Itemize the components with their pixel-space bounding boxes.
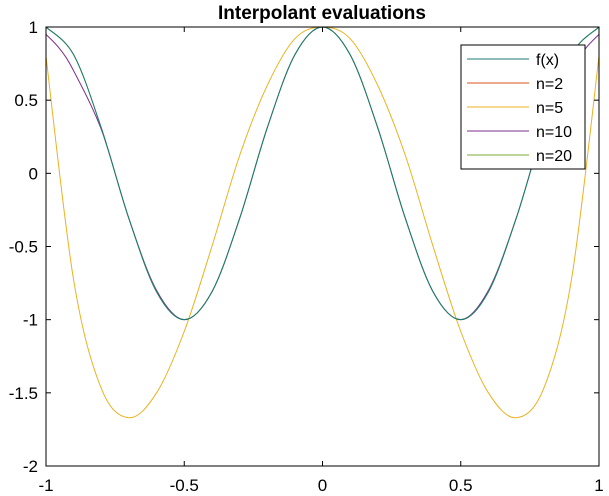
y-tick-label: 1 [29, 18, 38, 37]
x-tick-label: 1 [594, 476, 603, 495]
x-tick-label: -1 [38, 476, 53, 495]
y-tick-label: -1.5 [9, 384, 38, 403]
legend-entry: n=20 [536, 148, 572, 165]
y-tick-label: -0.5 [9, 238, 38, 257]
y-tick-label: 0 [29, 164, 38, 183]
chart-title: Interpolant evaluations [218, 3, 426, 24]
y-tick-label: -2 [23, 457, 38, 476]
legend-entry: n=10 [536, 124, 572, 141]
x-tick-label: 0 [318, 476, 327, 495]
y-tick-label: -1 [23, 311, 38, 330]
axes: -1 -0.5 0 0.5 1 -2 -1.5 -1 -0.5 0 0.5 1 [9, 18, 604, 495]
legend-entry: n=2 [536, 76, 563, 93]
y-tick-label: 0.5 [14, 91, 38, 110]
legend-entry: n=5 [536, 100, 563, 117]
legend-entry: f(x) [536, 52, 559, 69]
legend: f(x) n=2 n=5 n=10 n=20 [460, 44, 586, 170]
x-tick-label: -0.5 [170, 476, 199, 495]
x-tick-label: 0.5 [449, 476, 473, 495]
